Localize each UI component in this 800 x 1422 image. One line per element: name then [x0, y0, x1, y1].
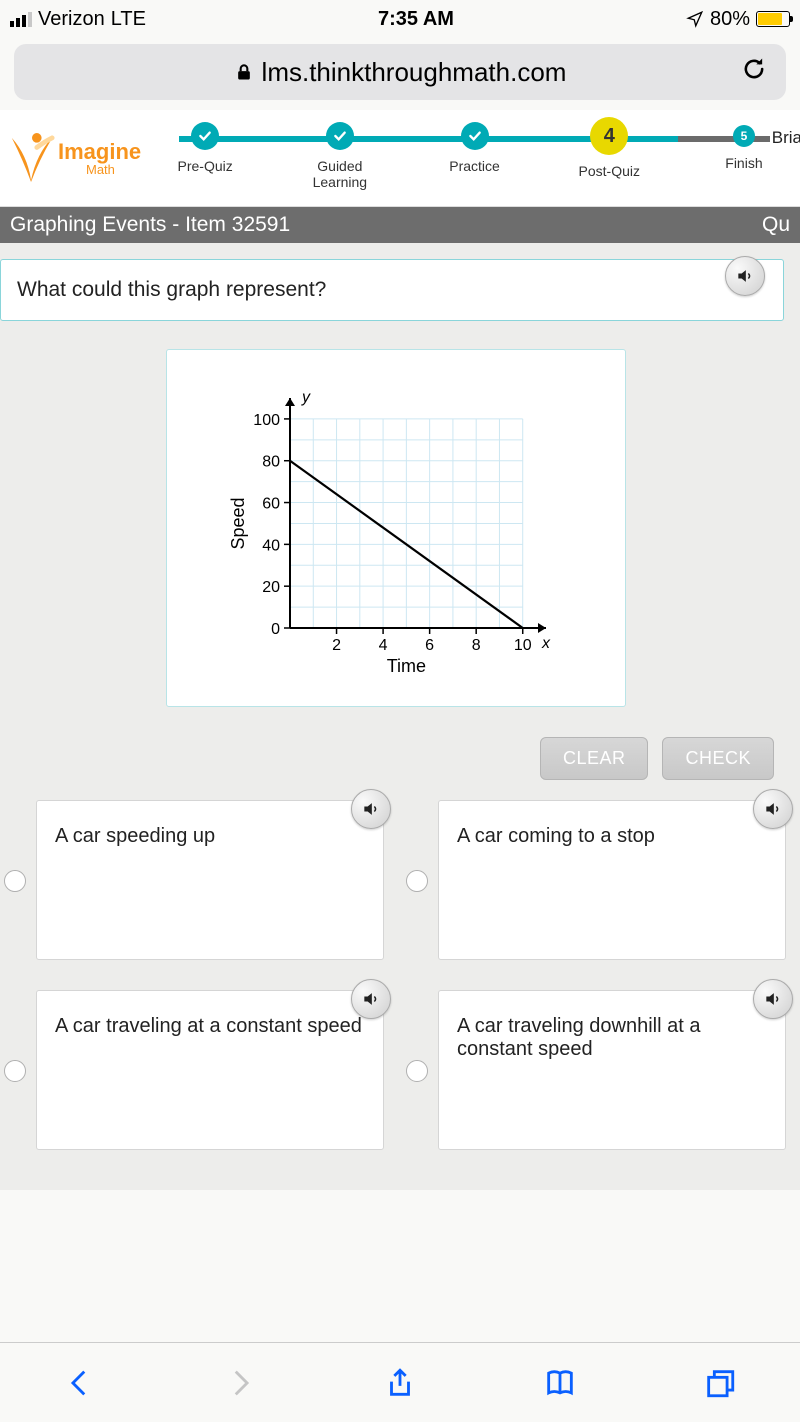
step-label: Pre-Quiz [178, 158, 233, 174]
step-number: 5 [733, 125, 755, 147]
answer-text: A car speeding up [55, 825, 215, 847]
refresh-icon[interactable] [740, 55, 768, 90]
svg-text:y: y [301, 389, 311, 406]
url-bar[interactable]: lms.thinkthroughmath.com [14, 44, 786, 100]
forward-button[interactable] [220, 1363, 260, 1403]
tabs-button[interactable] [700, 1363, 740, 1403]
radio-button[interactable] [4, 1060, 26, 1082]
clock: 7:35 AM [378, 8, 454, 31]
svg-text:4: 4 [379, 637, 388, 654]
back-button[interactable] [60, 1363, 100, 1403]
answer-option-4[interactable]: A car traveling downhill at a constant s… [404, 990, 786, 1150]
content-area: What could this graph represent? 2468100… [0, 243, 800, 1190]
svg-text:60: 60 [262, 496, 280, 513]
item-title: Graphing Events - Item 32591 [10, 213, 290, 237]
logo-person-icon [8, 132, 56, 184]
url-domain: lms.thinkthroughmath.com [262, 57, 567, 88]
checkmark-icon [326, 122, 354, 150]
speaker-icon[interactable] [753, 789, 793, 829]
share-button[interactable] [380, 1363, 420, 1403]
speaker-icon[interactable] [725, 256, 765, 296]
svg-text:0: 0 [271, 621, 280, 638]
svg-text:8: 8 [472, 637, 481, 654]
ios-status-bar: Verizon LTE 7:35 AM 80% [0, 0, 800, 38]
step-label: Post-Quiz [579, 163, 640, 179]
radio-button[interactable] [406, 1060, 428, 1082]
answer-text: A car traveling at a constant speed [55, 1015, 362, 1037]
speed-time-graph: 246810020406080100TimeSpeedyx [226, 378, 566, 678]
progress-step-practice[interactable]: Practice [431, 122, 519, 174]
radio-button[interactable] [4, 870, 26, 892]
svg-text:100: 100 [253, 412, 280, 429]
bookmarks-button[interactable] [540, 1363, 580, 1403]
radio-button[interactable] [406, 870, 428, 892]
signal-strength-icon [10, 12, 32, 27]
clear-button[interactable]: CLEAR [540, 737, 649, 780]
progress-tracker: Pre-Quiz Guided Learning Practice 4 Post… [153, 122, 796, 190]
answer-option-2[interactable]: A car coming to a stop [404, 800, 786, 960]
svg-text:x: x [541, 635, 551, 652]
answer-text: A car traveling downhill at a constant s… [457, 1015, 700, 1060]
safari-toolbar [0, 1342, 800, 1422]
answer-option-1[interactable]: A car speeding up [2, 800, 384, 960]
answer-text: A car coming to a stop [457, 825, 655, 847]
logo[interactable]: Imagine Math [8, 132, 141, 184]
safari-url-bar-container: lms.thinkthroughmath.com [0, 38, 800, 110]
speaker-icon[interactable] [351, 789, 391, 829]
battery-percent: 80% [710, 8, 750, 31]
svg-text:20: 20 [262, 579, 280, 596]
answer-option-3[interactable]: A car traveling at a constant speed [2, 990, 384, 1150]
svg-text:6: 6 [425, 637, 434, 654]
check-button[interactable]: CHECK [662, 737, 774, 780]
item-title-bar: Graphing Events - Item 32591 Qu [0, 207, 800, 243]
carrier-label: Verizon [38, 8, 105, 31]
step-label: Guided Learning [296, 158, 384, 190]
location-arrow-icon [686, 10, 704, 28]
speaker-icon[interactable] [351, 979, 391, 1019]
progress-step-prequiz[interactable]: Pre-Quiz [161, 122, 249, 174]
lock-icon [234, 61, 254, 83]
svg-text:Time: Time [387, 656, 426, 676]
question-text: What could this graph represent? [17, 278, 767, 302]
step-label: Practice [449, 158, 500, 174]
checkmark-icon [461, 122, 489, 150]
step-label: Finish [725, 155, 762, 171]
battery-icon [756, 11, 790, 27]
logo-text-line1: Imagine [58, 141, 141, 163]
progress-step-postquiz[interactable]: 4 Post-Quiz [565, 122, 653, 179]
svg-text:80: 80 [262, 454, 280, 471]
step-number: 4 [590, 117, 628, 155]
svg-text:2: 2 [332, 637, 341, 654]
question-card: What could this graph represent? [0, 259, 784, 321]
status-left: Verizon LTE [10, 8, 146, 31]
svg-text:40: 40 [262, 537, 280, 554]
answer-grid: A car speeding up A car coming to a stop… [0, 800, 792, 1190]
checkmark-icon [191, 122, 219, 150]
graph-card: 246810020406080100TimeSpeedyx [166, 349, 626, 707]
app-header: Imagine Math Pre-Quiz Guided Learning Pr… [0, 110, 800, 207]
network-label: LTE [111, 8, 146, 31]
title-right-partial: Qu [762, 213, 790, 237]
progress-step-guided[interactable]: Guided Learning [296, 122, 384, 190]
action-buttons: CLEAR CHECK [0, 707, 792, 800]
logo-text-line2: Math [86, 163, 141, 176]
progress-step-finish[interactable]: 5 Finish [700, 122, 788, 171]
svg-text:10: 10 [514, 637, 532, 654]
status-right: 80% [686, 8, 790, 31]
speaker-icon[interactable] [753, 979, 793, 1019]
svg-text:Speed: Speed [228, 497, 248, 549]
